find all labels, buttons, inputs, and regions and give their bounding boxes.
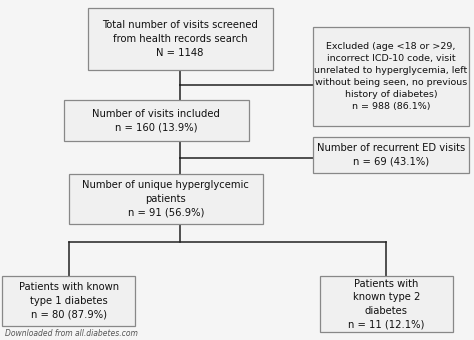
Text: Total number of visits screened
from health records search
N = 1148: Total number of visits screened from hea…	[102, 20, 258, 58]
FancyBboxPatch shape	[313, 27, 469, 126]
Text: Number of recurrent ED visits
n = 69 (43.1%): Number of recurrent ED visits n = 69 (43…	[317, 143, 465, 167]
Text: Number of unique hyperglycemic
patients
n = 91 (56.9%): Number of unique hyperglycemic patients …	[82, 180, 249, 218]
Text: Number of visits included
n = 160 (13.9%): Number of visits included n = 160 (13.9%…	[92, 109, 220, 133]
FancyBboxPatch shape	[313, 137, 469, 172]
FancyBboxPatch shape	[2, 276, 135, 326]
FancyBboxPatch shape	[64, 100, 249, 141]
Text: Downloaded from all.diabetes.com: Downloaded from all.diabetes.com	[5, 329, 137, 338]
FancyBboxPatch shape	[88, 8, 273, 70]
FancyBboxPatch shape	[69, 174, 263, 224]
Text: Excluded (age <18 or >29,
incorrect ICD-10 code, visit
unrelated to hyperglycemi: Excluded (age <18 or >29, incorrect ICD-…	[314, 41, 468, 112]
Text: Patients with known
type 1 diabetes
n = 80 (87.9%): Patients with known type 1 diabetes n = …	[18, 282, 119, 320]
Text: Patients with
known type 2
diabetes
n = 11 (12.1%): Patients with known type 2 diabetes n = …	[348, 279, 425, 330]
FancyBboxPatch shape	[320, 276, 453, 333]
